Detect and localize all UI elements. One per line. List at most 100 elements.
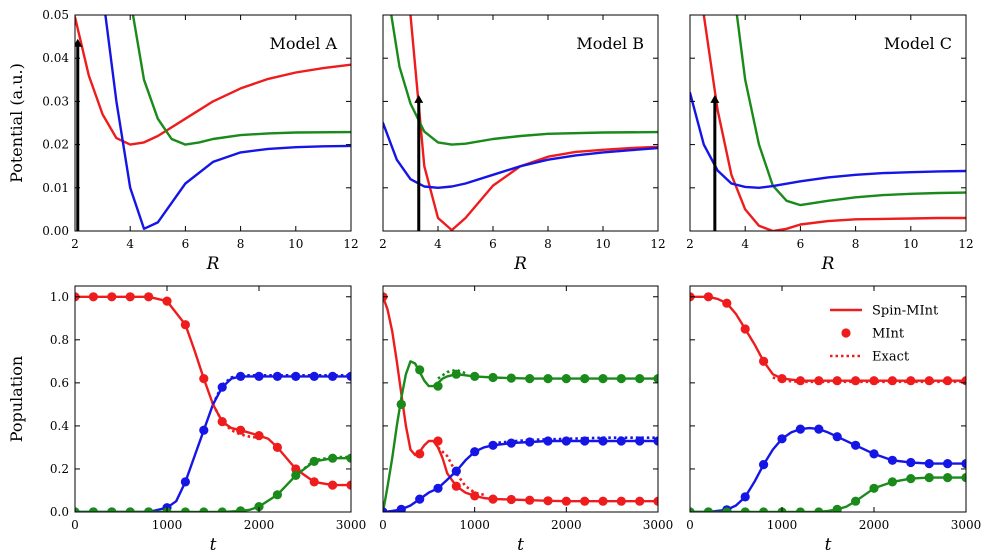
green-marker: [924, 473, 934, 483]
green-marker: [525, 374, 535, 384]
x-tick-label: 2000: [859, 518, 890, 532]
x-tick-label: 0: [686, 518, 694, 532]
red-marker: [144, 292, 154, 302]
green-marker: [107, 507, 117, 512]
axes-frame: [382, 14, 659, 232]
blue-marker: [506, 438, 516, 448]
red-marker: [162, 296, 172, 306]
x-tick-label: 2000: [551, 518, 582, 532]
green-marker: [75, 507, 80, 512]
red-marker: [653, 496, 658, 506]
red-series-line: [409, 15, 658, 231]
plot-area: [75, 15, 351, 231]
green-marker: [869, 483, 879, 493]
x-tick-label: 4: [741, 237, 749, 251]
x-tick-label: 2: [379, 237, 387, 251]
green-marker: [851, 496, 861, 506]
red-marker: [943, 376, 953, 386]
panel-title: Model B: [576, 34, 644, 53]
red-marker: [814, 376, 824, 386]
panel-1: 2 4 6 8 10 12 0.00 0.01 0.02 0.03 0.04 0.05 R Potenti…: [7, 8, 359, 274]
blue-series-line: [690, 91, 966, 190]
red-marker: [777, 374, 787, 384]
blue-marker: [653, 436, 658, 446]
green-marker: [125, 507, 135, 512]
y-tick-label: 0.0: [50, 505, 69, 519]
blue-marker: [383, 507, 388, 512]
x-tick-label: 1000: [767, 518, 798, 532]
blue-series-line: [75, 375, 351, 512]
x-tick-label: 1000: [459, 518, 490, 532]
red-series-line: [383, 295, 658, 503]
panel-6: 0 1000 2000 3000 t Spin-MInt MInt Exact: [686, 285, 982, 555]
blue-marker: [943, 459, 953, 469]
green-marker: [759, 507, 769, 512]
red-marker: [107, 292, 117, 302]
x-tick-label: 3000: [951, 518, 982, 532]
red-marker: [795, 376, 806, 386]
x-axis-label: R: [206, 254, 220, 274]
red-marker: [561, 496, 571, 506]
y-tick-label: 0.00: [42, 224, 69, 238]
red-marker: [759, 356, 769, 366]
blue-marker: [759, 460, 769, 470]
blue-marker: [346, 371, 351, 381]
panel-3: 2 4 6 8 10 12 R Model C: [686, 14, 974, 274]
red-series-line: [702, 15, 966, 231]
blue-marker: [961, 459, 966, 469]
blue-marker: [795, 424, 806, 434]
x-axis-label: t: [210, 535, 217, 555]
y-tick-label: 0.02: [42, 138, 69, 152]
green-series-line: [735, 15, 966, 207]
blue-marker: [470, 447, 480, 457]
green-marker: [740, 507, 750, 512]
y-tick-label: 0.01: [42, 181, 69, 195]
x-tick-label: 3000: [336, 518, 367, 532]
y-tick-label: 1.0: [50, 290, 69, 304]
y-tick-label: 0.03: [42, 94, 69, 108]
blue-marker: [525, 437, 535, 447]
red-marker: [832, 376, 842, 386]
legend: Spin-MInt MInt Exact: [830, 304, 939, 365]
green-marker: [88, 507, 98, 512]
red-marker: [525, 495, 535, 505]
x-tick-label: 6: [797, 237, 805, 251]
green-marker: [832, 504, 842, 512]
red-marker: [199, 374, 209, 384]
y-axis-label: Potential (a.u.): [7, 63, 26, 183]
axes-frame: [74, 14, 352, 232]
red-marker: [125, 292, 135, 302]
red-marker: [433, 436, 443, 446]
x-axis-label: R: [513, 254, 527, 274]
green-marker: [961, 473, 966, 483]
green-marker: [451, 369, 461, 379]
red-marker: [309, 477, 319, 487]
legend-label: Spin-MInt: [872, 304, 939, 319]
red-series-line: [75, 295, 351, 487]
red-marker: [291, 464, 301, 474]
x-tick-label: 2: [71, 237, 79, 251]
blue-marker: [598, 436, 608, 446]
green-marker: [635, 374, 645, 384]
green-series-line: [383, 360, 658, 512]
plot-area: [75, 292, 351, 512]
blue-marker: [415, 494, 425, 504]
x-tick-label: 1000: [152, 518, 183, 532]
red-marker: [488, 494, 498, 504]
red-marker: [451, 481, 461, 491]
blue-marker: [616, 436, 626, 446]
red-marker: [635, 496, 645, 506]
panel-5: 0 1000 2000 3000 t: [379, 285, 673, 555]
green-marker: [943, 473, 953, 483]
axes-frame: [689, 285, 967, 513]
blue-marker: [814, 424, 824, 434]
axes-frame: [74, 285, 352, 513]
blue-marker: [217, 382, 227, 392]
blue-marker: [488, 440, 498, 450]
green-series-line: [75, 457, 351, 512]
legend-label: MInt: [872, 327, 905, 342]
green-marker: [906, 474, 916, 484]
blue-marker: [869, 449, 879, 459]
blue-marker: [635, 436, 645, 446]
excitation-arrow-head: [75, 38, 83, 47]
